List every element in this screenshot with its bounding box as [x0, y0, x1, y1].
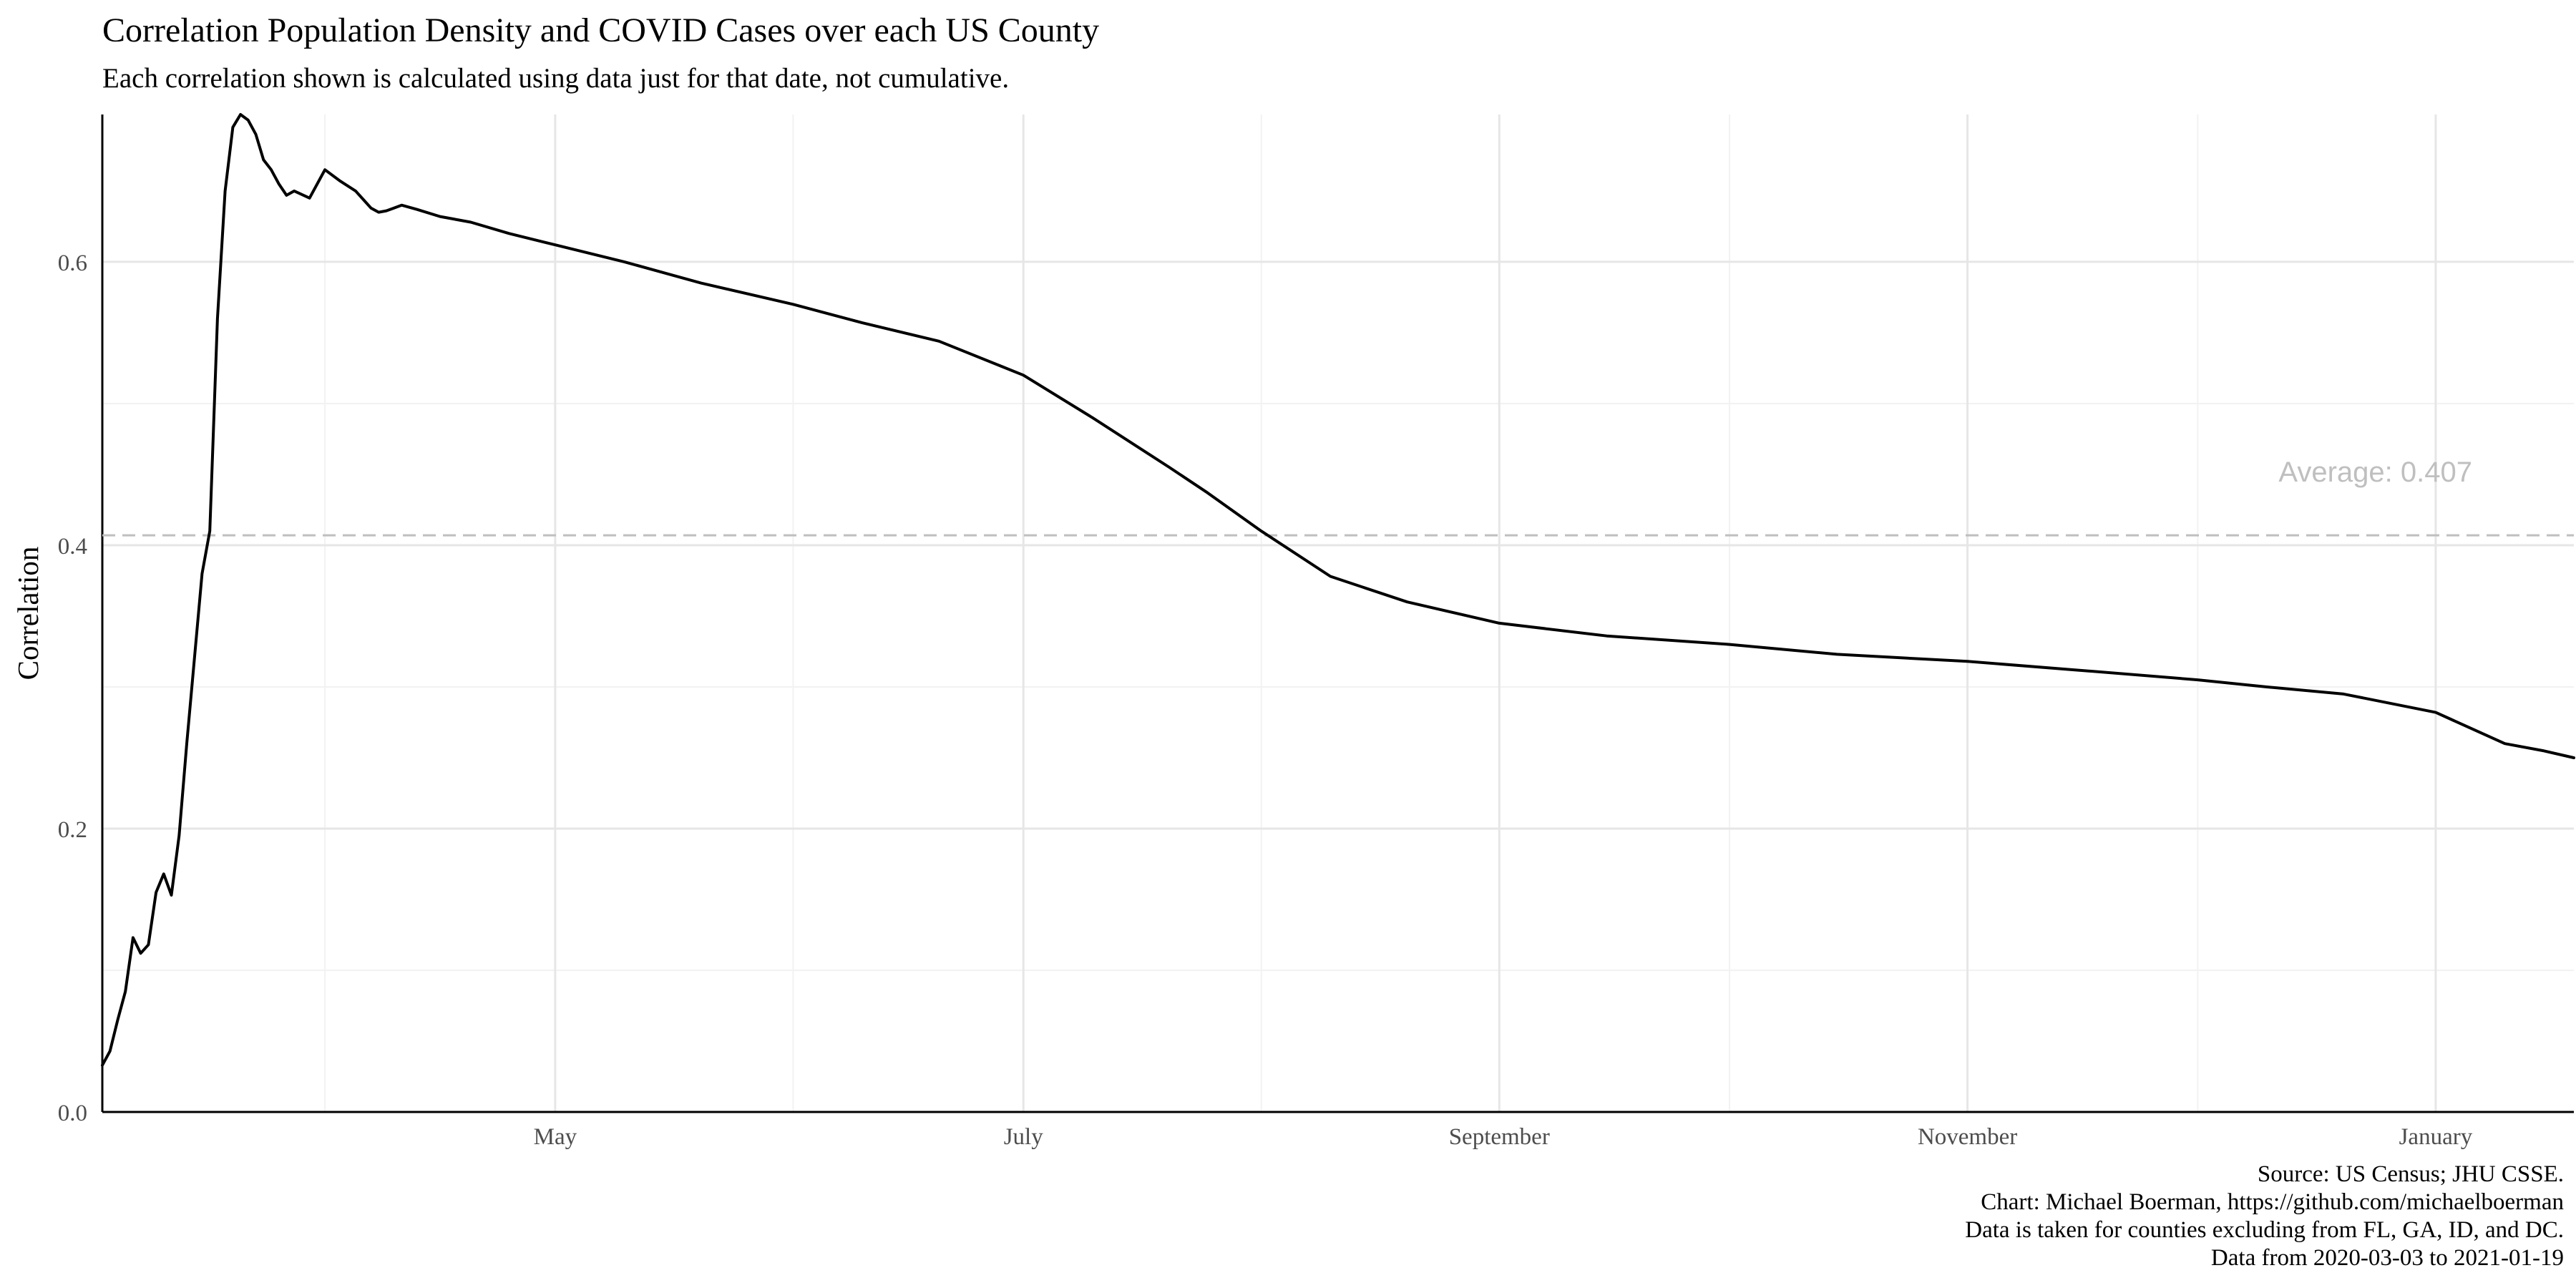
average-reference: Average: 0.407 [102, 457, 2574, 537]
caption-author: Chart: Michael Boerman, https://github.c… [1981, 1189, 2564, 1215]
axes [101, 114, 2574, 1113]
chart-caption: Source: US Census; JHU CSSE. Chart: Mich… [1965, 1161, 2564, 1272]
series-layer [101, 113, 2575, 1067]
x-tick-label: November [1918, 1124, 2017, 1150]
tick-labels: 0.0 0.2 0.4 0.6 May July September November Janu… [11, 250, 2473, 1150]
caption-exclusions: Data is taken for counties excluding fro… [1965, 1217, 2564, 1243]
average-label: Average: 0.407 [2278, 457, 2472, 488]
x-tick-label: May [534, 1124, 577, 1150]
caption-source: Source: US Census; JHU CSSE. [2257, 1161, 2564, 1187]
caption-date-range: Data from 2020-03-03 to 2021-01-19 [2210, 1245, 2564, 1271]
grid-lines [102, 114, 2574, 1113]
y-axis-title: Correlation [11, 547, 44, 680]
y-tick-label: 0.0 [58, 1101, 87, 1126]
chart-subtitle: Each correlation shown is calculated usi… [102, 63, 1010, 94]
x-tick-label: September [1449, 1124, 1550, 1150]
y-tick-label: 0.4 [58, 534, 87, 560]
chart-title: Correlation Population Density and COVID… [102, 11, 1100, 49]
y-tick-label: 0.6 [58, 250, 87, 276]
x-tick-label: January [2399, 1124, 2473, 1150]
x-tick-label: July [1004, 1124, 1044, 1150]
y-tick-label: 0.2 [58, 817, 87, 843]
series-line [101, 113, 2575, 1067]
